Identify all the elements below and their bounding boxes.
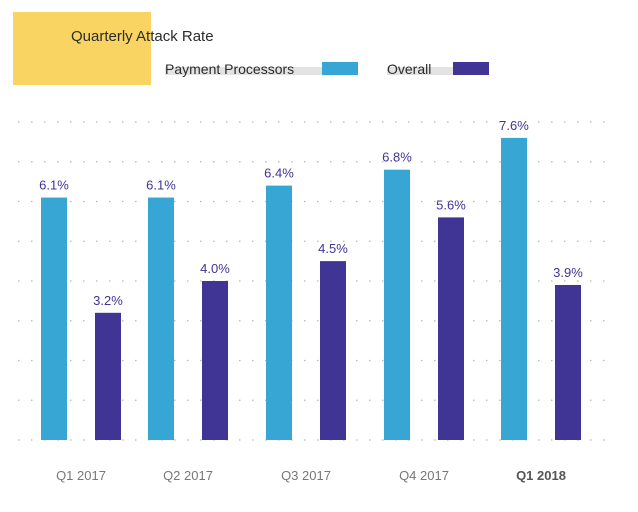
bar-payment-processors bbox=[148, 197, 174, 440]
legend-bar-bg bbox=[165, 67, 322, 75]
bar-overall bbox=[202, 281, 228, 440]
x-tick-label: Q4 2017 bbox=[399, 468, 449, 483]
legend-swatch-overall bbox=[453, 62, 489, 75]
x-tick-label: Q3 2017 bbox=[281, 468, 331, 483]
data-label: 4.5% bbox=[318, 241, 348, 256]
bar-overall bbox=[555, 284, 581, 440]
x-tick-label: Q1 2018 bbox=[516, 468, 566, 483]
bar-overall bbox=[320, 261, 346, 440]
bar-payment-processors bbox=[266, 185, 292, 440]
x-tick-label: Q2 2017 bbox=[163, 468, 213, 483]
chart-title: Quarterly Attack Rate bbox=[71, 28, 214, 45]
data-label: 6.8% bbox=[382, 150, 412, 165]
data-label: 5.6% bbox=[436, 197, 466, 212]
bar-payment-processors bbox=[41, 197, 67, 440]
title-accent-box bbox=[13, 12, 151, 85]
bar-payment-processors bbox=[501, 137, 527, 440]
data-label: 4.0% bbox=[200, 261, 230, 276]
data-label: 3.2% bbox=[93, 293, 123, 308]
legend-swatch-payment-processors bbox=[322, 62, 358, 75]
legend-label-overall: Overall bbox=[387, 61, 432, 77]
data-label: 6.1% bbox=[146, 178, 176, 193]
data-label: 6.4% bbox=[264, 166, 294, 181]
data-label: 7.6% bbox=[499, 118, 529, 133]
legend-bar-bg bbox=[387, 67, 453, 75]
legend-label-payment-processors: Payment Processors bbox=[165, 61, 295, 77]
bar-overall bbox=[95, 312, 121, 440]
bar-payment-processors bbox=[384, 169, 410, 440]
bar-overall bbox=[438, 217, 464, 440]
data-label: 3.9% bbox=[553, 265, 583, 280]
x-tick-label: Q1 2017 bbox=[56, 468, 106, 483]
data-label: 6.1% bbox=[39, 178, 69, 193]
